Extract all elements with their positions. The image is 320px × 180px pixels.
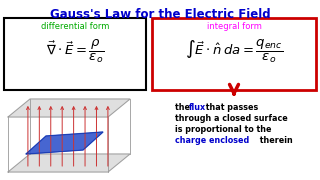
- Text: is proportional to the: is proportional to the: [175, 125, 271, 134]
- Text: that passes: that passes: [203, 103, 258, 112]
- Bar: [4, 18, 146, 90]
- Polygon shape: [26, 132, 103, 154]
- Text: flux: flux: [189, 103, 206, 112]
- Text: Gauss's Law for the Electric Field: Gauss's Law for the Electric Field: [50, 8, 270, 21]
- Text: through a closed surface: through a closed surface: [175, 114, 288, 123]
- Text: $\vec{\nabla}\cdot\vec{E} = \dfrac{\rho}{\varepsilon_o}$: $\vec{\nabla}\cdot\vec{E} = \dfrac{\rho}…: [46, 38, 104, 65]
- Polygon shape: [8, 154, 130, 172]
- Text: therein: therein: [257, 136, 293, 145]
- Text: differential form: differential form: [41, 22, 109, 31]
- Text: $\int \vec{E}\cdot\hat{n}\, da = \dfrac{q_{enc}}{\varepsilon_o}$: $\int \vec{E}\cdot\hat{n}\, da = \dfrac{…: [185, 38, 283, 65]
- Polygon shape: [8, 99, 130, 117]
- Text: charge enclosed: charge enclosed: [175, 136, 249, 145]
- Bar: [152, 18, 316, 90]
- Text: integral form: integral form: [207, 22, 261, 31]
- Text: the: the: [175, 103, 193, 112]
